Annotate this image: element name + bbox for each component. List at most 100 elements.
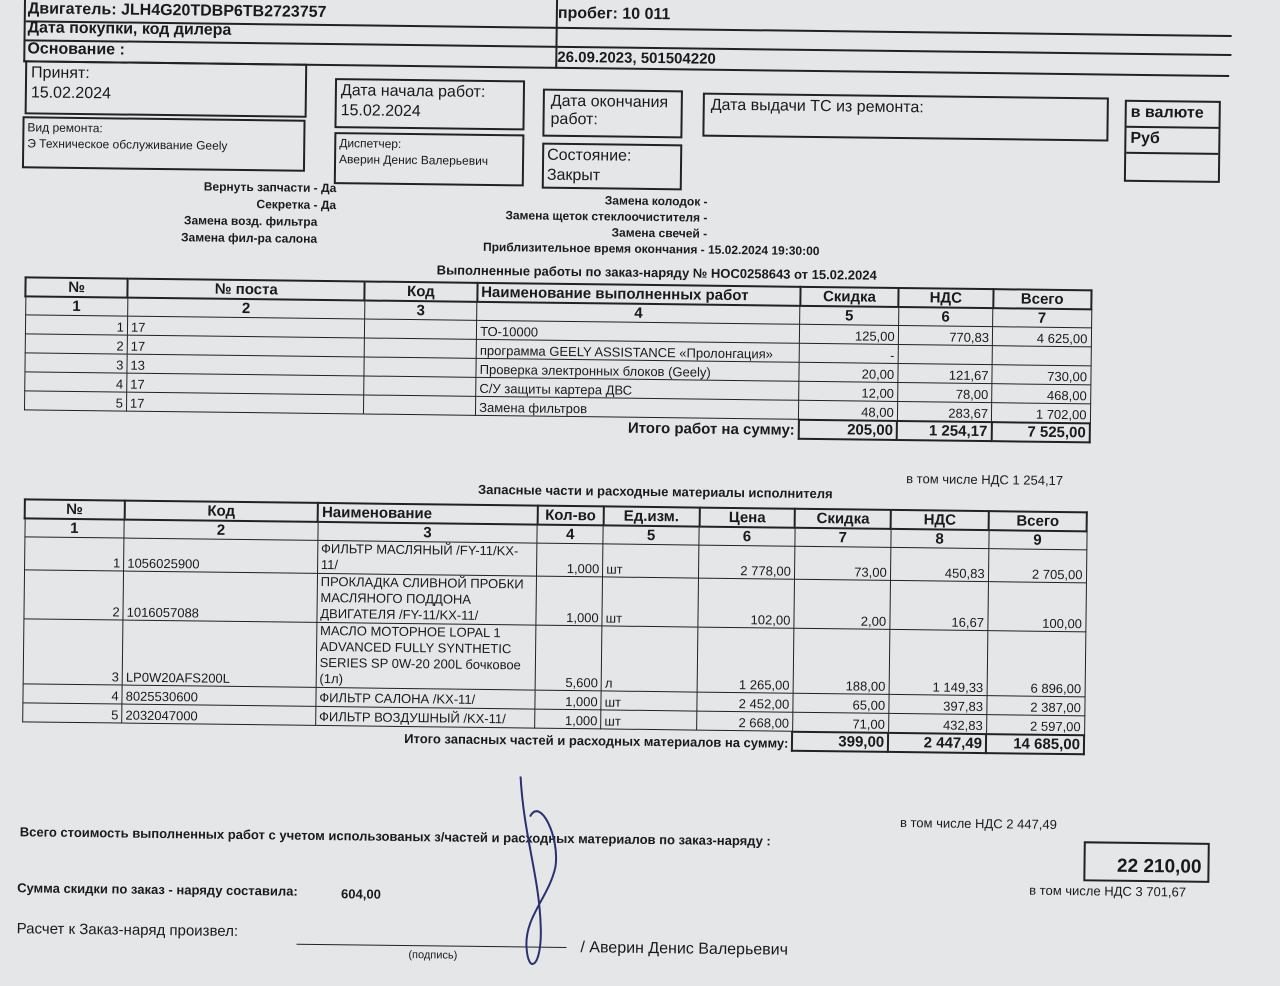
table-cell: 8 (890, 528, 989, 549)
table-cell: НДС (890, 509, 989, 531)
part-n: 1 (24, 536, 125, 572)
engine-number: Двигатель: JLH4G20TDBP6TB2723757 (27, 0, 327, 21)
part-price: 102,00 (697, 578, 795, 629)
work-total: 1 702,00 (991, 402, 1091, 423)
works-table: № № поста Код Наименование выполненных рабо… (23, 276, 1093, 443)
accepted-value: 15.02.2024 (30, 84, 112, 103)
work-total: 730,00 (991, 364, 1091, 385)
part-price: 2 668,00 (696, 711, 793, 732)
table-cell: 6 (898, 307, 993, 327)
work-total: 468,00 (991, 383, 1091, 404)
work-vat: 770,83 (898, 325, 993, 346)
work-discount: 125,00 (799, 324, 899, 345)
part-qty: 1,000 (536, 576, 603, 626)
part-qty: 1,000 (534, 709, 602, 729)
part-discount: 65,00 (792, 693, 889, 714)
handwritten-signature (519, 776, 558, 966)
work-code (363, 375, 477, 397)
work-discount: 20,00 (799, 362, 898, 383)
part-name: ФИЛЬТР САЛОНА /KX-11/ (315, 687, 536, 710)
grand-total-value: 22 210,00 (1083, 841, 1210, 883)
part-total: 2 597,00 (986, 714, 1085, 735)
works-title: Выполненные работы по заказ-наряду № НОС… (436, 262, 877, 283)
work-total: 4 625,00 (992, 326, 1092, 347)
flag-label: Замена возд. фильтра (183, 213, 318, 229)
part-vat: 397,83 (888, 694, 987, 715)
basis-label: Основание : (27, 40, 125, 59)
part-code: 1016057088 (123, 571, 318, 623)
table-cell: 5 (799, 305, 899, 326)
part-discount: 2,00 (793, 579, 891, 630)
flag-label: Замена фил-ра салона (180, 230, 318, 246)
part-name: ФИЛЬТР МАСЛЯНЫЙ /FY-11/KX-11/ (317, 540, 538, 577)
works-vat-note: в том числе НДС 1 254,17 (906, 471, 1064, 489)
parts-total-sum: 14 685,00 (985, 733, 1085, 754)
part-name: ФИЛЬТР ВОЗДУШНЫЙ /KX-11/ (315, 706, 536, 729)
table-cell: 2 (124, 519, 318, 541)
issue-date-label: Дата выдачи ТС из ремонта: (710, 96, 924, 117)
part-unit: шт (600, 709, 697, 731)
work-vat: 78,00 (897, 382, 992, 403)
part-unit: шт (601, 690, 698, 712)
work-n: 2 (24, 333, 128, 355)
work-discount: 12,00 (799, 381, 898, 402)
table-cell: Ед.изм. (603, 506, 700, 527)
accepted-box: Принят: 15.02.2024 (24, 60, 308, 118)
parts-total-vat: 2 447,49 (888, 732, 987, 753)
start-date-label: Дата начала работ: (340, 82, 486, 101)
works-total-discount: 205,00 (798, 419, 898, 440)
part-n: 3 (22, 618, 124, 686)
works-total-sum: 7 525,00 (991, 421, 1090, 442)
discount-value: 604,00 (341, 886, 381, 902)
flag-value: Да (320, 197, 337, 213)
table-cell: 7 (992, 308, 1092, 328)
flag-label: Вернуть запчасти - (203, 179, 318, 195)
repair-type-value: Э Техническое обслуживание Geely (27, 136, 228, 153)
part-total: 2 387,00 (986, 695, 1085, 716)
table-cell: 7 (794, 527, 891, 548)
currency-label: в валюте (1126, 101, 1219, 129)
parts-table: № Код Наименование Кол-во Ед.изм. Цена Скидка Н… (21, 498, 1088, 754)
purchase-value: 26.09.2023, 501504220 (557, 48, 716, 68)
repair-type-box: Вид ремонта: Э Техническое обслуживание … (21, 116, 306, 172)
part-price: 2 778,00 (698, 545, 795, 580)
part-unit: л (601, 625, 698, 693)
part-vat: 1 149,33 (888, 629, 988, 696)
part-vat: 450,83 (890, 547, 989, 582)
work-vat: 283,67 (897, 401, 992, 422)
part-discount: 188,00 (792, 628, 890, 695)
table-cell: № (24, 499, 125, 520)
part-vat: 16,67 (889, 580, 989, 631)
mileage: пробег: 10 011 (557, 4, 671, 24)
part-code: LP0W20AFS200L (122, 620, 317, 688)
end-date-label: Дата окончания работ: (550, 92, 669, 129)
work-total (992, 345, 1091, 366)
table-cell: 6 (698, 526, 795, 547)
flag-value: Да (320, 180, 337, 196)
table-cell: Всего (988, 511, 1087, 532)
part-total: 6 896,00 (986, 630, 1086, 697)
currency-box: в валюте Руб (1123, 99, 1221, 183)
part-name: ПРОКЛАДКА СЛИВНОЙ ПРОБКИ МАСЛЯНОГО ПОДДО… (316, 573, 537, 626)
table-cell: Кол-во (537, 505, 604, 526)
part-total: 100,00 (987, 581, 1086, 632)
dispatcher-box: Диспетчер: Аверин Денис Валерьевич (333, 132, 525, 187)
part-unit: шт (602, 543, 699, 579)
work-n: 3 (24, 352, 128, 374)
part-n: 5 (22, 702, 123, 724)
table-cell: 4 (537, 524, 604, 544)
flags-right: Замена колодок - Замена щеток стеклоочис… (417, 190, 820, 258)
grand-total-vat: в том числе НДС 3 701,67 (1029, 882, 1187, 900)
flag-label: Секретка - (256, 197, 318, 212)
part-vat: 432,83 (888, 713, 987, 734)
work-vat: 121,67 (897, 363, 993, 384)
end-date-box: Дата окончания работ: (542, 88, 683, 139)
part-qty: 1,000 (535, 690, 602, 710)
part-price: 2 452,00 (696, 692, 793, 713)
part-unit: шт (602, 576, 699, 628)
grand-total-label: Всего стоимость выполненных работ с учет… (19, 824, 771, 849)
work-discount: - (799, 343, 899, 364)
issue-date-box: Дата выдачи ТС из ремонта: (702, 92, 1109, 142)
part-n: 4 (22, 683, 123, 705)
